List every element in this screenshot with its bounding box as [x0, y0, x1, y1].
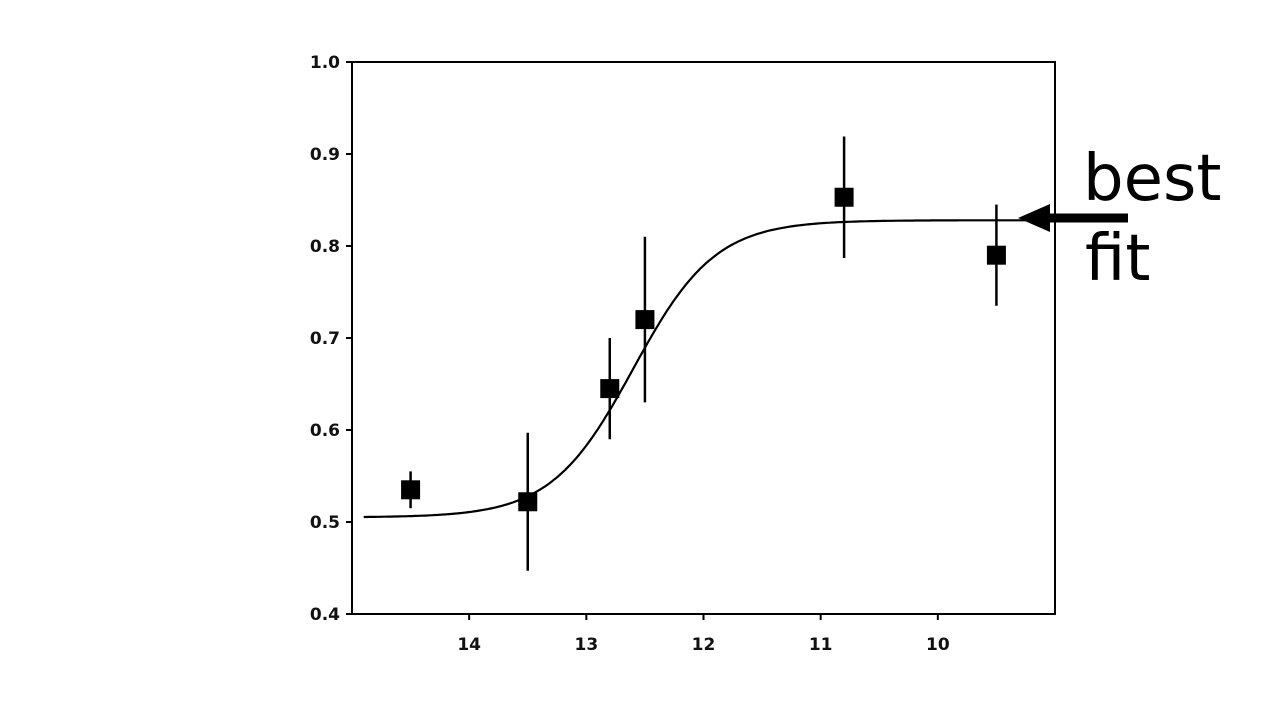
y-tick-label: 0.5 — [310, 513, 340, 533]
fit-curve-layer — [363, 219, 1026, 519]
plot-frame — [351, 61, 1056, 615]
annotation-line-fit: fit — [1085, 222, 1150, 296]
data-point-marker — [635, 310, 655, 330]
data-point-marker — [600, 379, 620, 399]
x-tick-label: 13 — [574, 635, 598, 655]
y-tick-label: 0.6 — [310, 421, 340, 441]
y-tick-label: 0.9 — [310, 145, 340, 165]
x-tick-label: 10 — [926, 635, 950, 655]
annotation-arrowhead — [1018, 204, 1050, 232]
fit-curve — [363, 219, 1026, 519]
data-points-layer — [401, 136, 1006, 571]
data-point-marker — [834, 187, 854, 207]
data-point-marker — [986, 245, 1006, 265]
annotation-line-best: best — [1083, 142, 1221, 216]
data-point-marker — [401, 480, 421, 500]
x-tick-label: 11 — [809, 635, 833, 655]
y-tick-label: 0.7 — [310, 329, 340, 349]
data-point-marker — [518, 492, 538, 512]
axes: 0.4 0.5 0.6 0.7 0.8 0.9 1.0 14 13 12 11 10 — [310, 53, 1056, 655]
x-tick-label: 14 — [457, 635, 481, 655]
x-tick-label: 12 — [692, 635, 716, 655]
annotation: best fit — [1018, 142, 1221, 296]
y-tick-label: 0.8 — [310, 237, 340, 257]
y-tick-label: 1.0 — [310, 53, 340, 73]
y-tick-label: 0.4 — [310, 605, 340, 625]
